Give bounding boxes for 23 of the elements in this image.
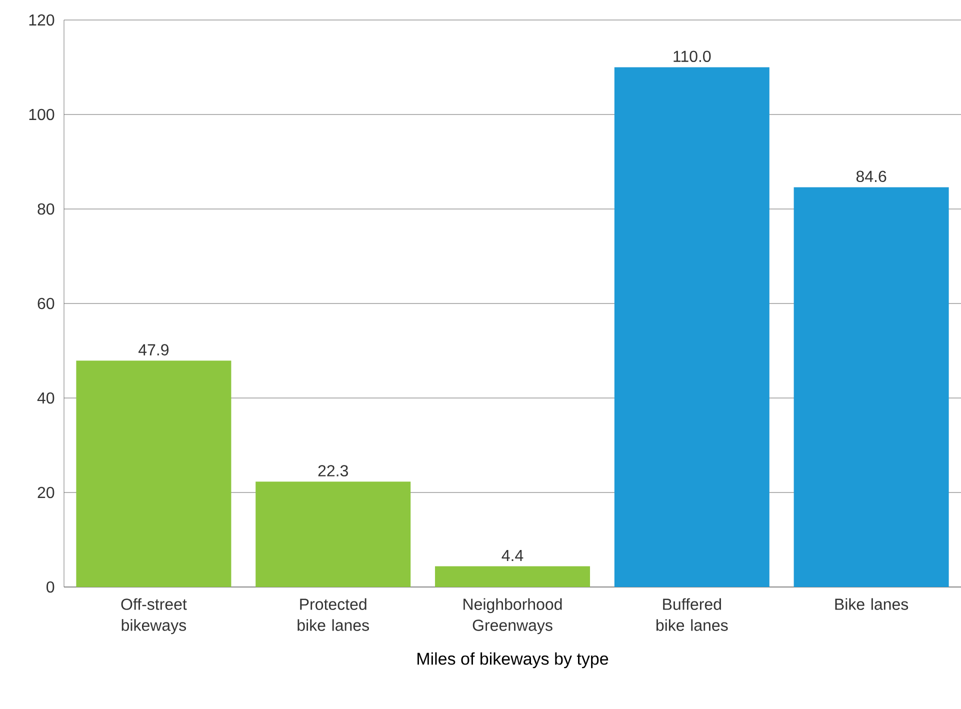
y-tick-label: 60 xyxy=(38,298,54,310)
y-tick-label: 80 xyxy=(38,203,54,215)
bar xyxy=(435,566,590,587)
bar xyxy=(76,360,232,587)
x-tick-label: Neighborhood Greenways xyxy=(464,598,562,634)
bar xyxy=(256,482,411,587)
x-tick-label: Protected bike lanes xyxy=(298,598,369,631)
x-axis-title: Miles of bikeways by type xyxy=(418,652,608,668)
x-tick-label: Buffered bike lanes xyxy=(656,598,728,631)
data-label: 22.3 xyxy=(318,465,348,476)
y-tick-label: 100 xyxy=(29,108,54,120)
y-tick-label: 0 xyxy=(46,581,54,593)
data-label: 47.9 xyxy=(138,344,169,356)
y-tick-label: 40 xyxy=(37,392,54,404)
data-label: 110.0 xyxy=(674,50,711,62)
data-label: 4.4 xyxy=(502,550,524,562)
y-tick-label: 20 xyxy=(38,486,54,498)
x-tick-label: Bike lanes xyxy=(835,598,908,610)
x-tick-label: Off-street bikeways xyxy=(121,598,187,634)
data-label: 84.6 xyxy=(856,170,886,182)
bar xyxy=(614,67,770,587)
bar xyxy=(794,187,949,587)
y-tick-label: 120 xyxy=(29,14,54,26)
